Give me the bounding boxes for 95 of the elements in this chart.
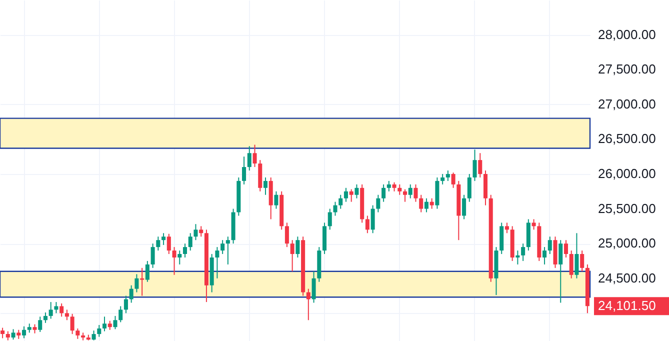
candlestick — [284, 222, 289, 248]
candlestick — [76, 328, 80, 340]
y-tick-label: 28,000.00 — [598, 26, 656, 42]
y-tick-label: 24,500.00 — [598, 270, 656, 286]
candlestick — [419, 194, 424, 213]
candlestick — [134, 274, 139, 293]
candlestick — [166, 233, 171, 255]
y-tick-label: 25,000.00 — [598, 236, 656, 251]
candlestick — [424, 198, 428, 213]
candlestick — [542, 246, 547, 265]
candlestick — [129, 284, 134, 304]
y-tick-label: 27,000.00 — [598, 96, 656, 112]
candlestick — [108, 320, 112, 330]
candlestick — [64, 309, 69, 321]
candlestick — [467, 173, 472, 202]
candlestick — [156, 236, 160, 252]
candlestick — [386, 180, 391, 192]
text: 24,101.50 — [598, 298, 656, 314]
candlestick — [43, 312, 48, 324]
candlestick — [54, 302, 58, 314]
candlestick — [462, 194, 466, 220]
candlestick — [215, 246, 220, 279]
candlestick — [574, 232, 579, 279]
candlestick — [446, 170, 450, 182]
candlestick — [118, 306, 123, 323]
candlestick — [252, 144, 257, 168]
candlestick — [97, 324, 102, 338]
candlestick — [102, 316, 107, 332]
candlestick — [220, 240, 225, 255]
candlestick — [312, 270, 316, 304]
candlestick — [32, 324, 37, 334]
candlestick — [344, 187, 348, 202]
candlestick — [430, 198, 434, 210]
candlestick — [558, 240, 563, 304]
candlestick — [6, 330, 10, 341]
candlestick — [408, 184, 412, 199]
candlestick — [376, 194, 380, 213]
candlestick — [124, 295, 128, 314]
y-tick-label: 25,500.00 — [598, 200, 656, 216]
candlestick — [274, 190, 278, 210]
candlestick — [242, 156, 246, 185]
candlestick — [398, 184, 402, 196]
candlestick — [140, 267, 144, 296]
candlestick — [306, 288, 310, 321]
candlestick — [194, 224, 198, 241]
candlestick — [580, 250, 584, 272]
candlestick — [328, 208, 332, 230]
candlestick — [516, 250, 520, 265]
candlestick — [172, 246, 176, 276]
candlestick — [296, 236, 300, 258]
candlestick — [162, 232, 166, 246]
candlestick — [226, 236, 230, 265]
candlestick — [414, 184, 418, 202]
candlestick — [263, 176, 268, 196]
candlestick — [150, 243, 155, 268]
candlestick — [70, 313, 74, 335]
candlestick — [199, 226, 204, 238]
candlestick — [451, 172, 456, 188]
candlestick — [504, 222, 509, 234]
candlestick — [382, 184, 386, 202]
candlestick — [145, 260, 150, 282]
candlestick — [60, 302, 64, 318]
candlestick — [182, 243, 188, 258]
candlestick — [478, 152, 482, 178]
candlestick — [370, 204, 375, 234]
y-tick-label: 26,500.00 — [598, 131, 656, 146]
candlestick — [354, 184, 359, 199]
candlestick — [16, 329, 21, 340]
candlestick — [548, 236, 552, 255]
candlestick — [27, 323, 32, 334]
candlestick — [472, 149, 477, 182]
candlestick — [188, 232, 192, 252]
candlestick — [178, 250, 182, 265]
candlestick — [440, 173, 445, 185]
y-tick-label: 26,000.00 — [598, 166, 656, 181]
candlestick — [365, 215, 370, 234]
candlestick — [290, 240, 294, 272]
candlestick — [38, 316, 42, 332]
candlestick — [333, 201, 338, 216]
candlestick — [564, 240, 568, 258]
candlestick — [22, 326, 26, 339]
candlestick — [247, 146, 252, 171]
candlestick — [11, 328, 16, 340]
candlestick — [532, 218, 536, 230]
y-tick-label: 27,500.00 — [598, 62, 656, 77]
candlestick — [569, 250, 574, 279]
candlestick — [338, 194, 343, 210]
candlestick — [92, 330, 96, 341]
candlestick — [0, 327, 5, 339]
candlestick — [392, 182, 396, 192]
candlestick — [521, 243, 526, 262]
candlestick — [349, 188, 354, 202]
candlestick — [402, 188, 408, 202]
candlestick — [48, 302, 53, 320]
candlestick — [113, 315, 118, 330]
